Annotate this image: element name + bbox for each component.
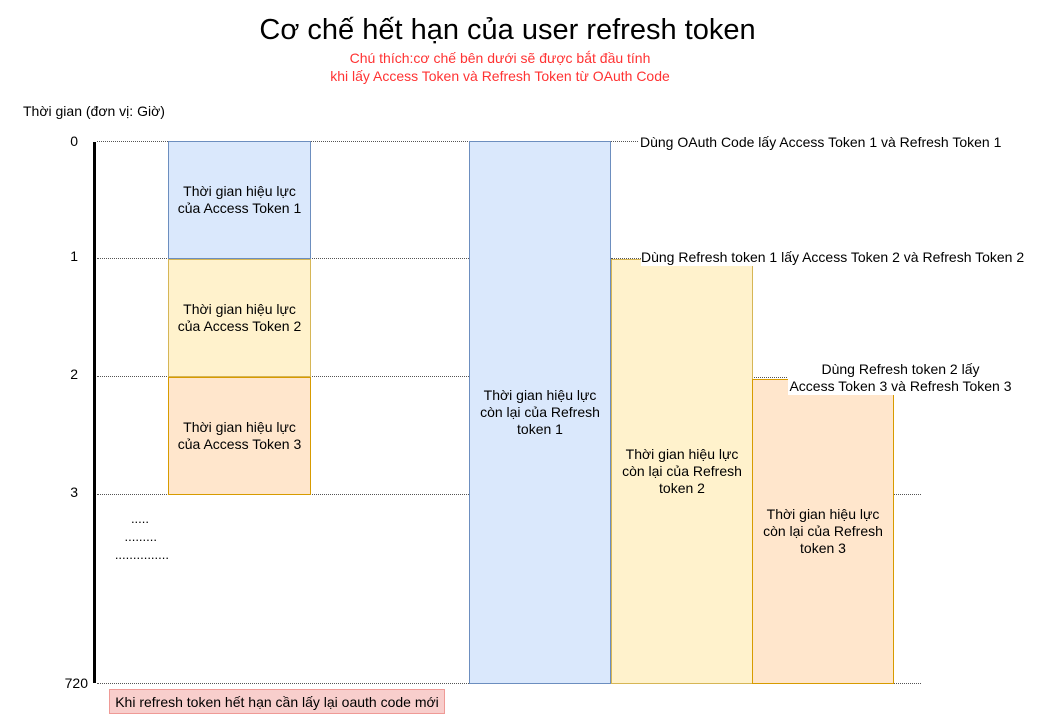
tick-label-720: 720: [64, 675, 88, 691]
refresh-token-1-box: Thời gian hiệu lực còn lại của Refresh t…: [469, 141, 611, 684]
refresh-token-1-label: Thời gian hiệu lực còn lại của Refresh t…: [480, 387, 600, 437]
annotation-step-3-line-2: Access Token 3 và Refresh Token 3: [788, 378, 1013, 395]
access-token-1-box: Thời gian hiệu lực của Access Token 1: [168, 141, 311, 259]
annotation-step-3-line-1: Dùng Refresh token 2 lấy: [788, 361, 1013, 378]
ellipsis-1: .....: [130, 511, 149, 526]
note-line-1: Chú thích:cơ chế bên dưới sẽ được bắt đầ…: [349, 50, 651, 66]
annotation-step-1: Dùng OAuth Code lấy Access Token 1 và Re…: [640, 134, 1002, 151]
tick-label-1: 1: [70, 248, 78, 264]
access-token-2-box: Thời gian hiệu lực của Access Token 2: [168, 259, 311, 377]
note-line-2: khi lấy Access Token và Refresh Token từ…: [330, 68, 670, 84]
refresh-token-3-box: Thời gian hiệu lực còn lại của Refresh t…: [752, 379, 894, 684]
access-token-1-label: Thời gian hiệu lực của Access Token 1: [177, 183, 302, 216]
ellipsis-2: .........: [124, 529, 157, 544]
time-axis-line: [93, 142, 96, 683]
ellipsis-3: ...............: [114, 547, 169, 562]
tick-label-0: 0: [70, 133, 78, 149]
refresh-expire-note: Khi refresh token hết hạn cần lấy lại oa…: [109, 689, 445, 714]
annotation-step-2: Dùng Refresh token 1 lấy Access Token 2 …: [641, 249, 1025, 266]
access-token-3-label: Thời gian hiệu lực của Access Token 3: [177, 419, 302, 452]
access-token-3-box: Thời gian hiệu lực của Access Token 3: [168, 377, 311, 495]
gridline-1-ext: [611, 258, 641, 259]
refresh-token-2-box: Thời gian hiệu lực còn lại của Refresh t…: [611, 259, 753, 684]
gridline-0: [97, 141, 638, 142]
axis-title: Thời gian (đơn vị: Giờ): [23, 103, 165, 119]
gridline-3-ext: [894, 494, 921, 495]
diagram-title: Cơ chế hết hạn của user refresh token: [259, 14, 756, 46]
refresh-expire-note-text: Khi refresh token hết hạn cần lấy lại oa…: [115, 693, 439, 710]
tick-label-2: 2: [70, 366, 78, 382]
gridline-2-ext: [752, 377, 789, 378]
tick-label-3: 3: [70, 484, 78, 500]
access-token-2-label: Thời gian hiệu lực của Access Token 2: [177, 301, 302, 334]
refresh-token-3-label: Thời gian hiệu lực còn lại của Refresh t…: [763, 506, 883, 556]
refresh-token-2-label: Thời gian hiệu lực còn lại của Refresh t…: [622, 446, 742, 496]
